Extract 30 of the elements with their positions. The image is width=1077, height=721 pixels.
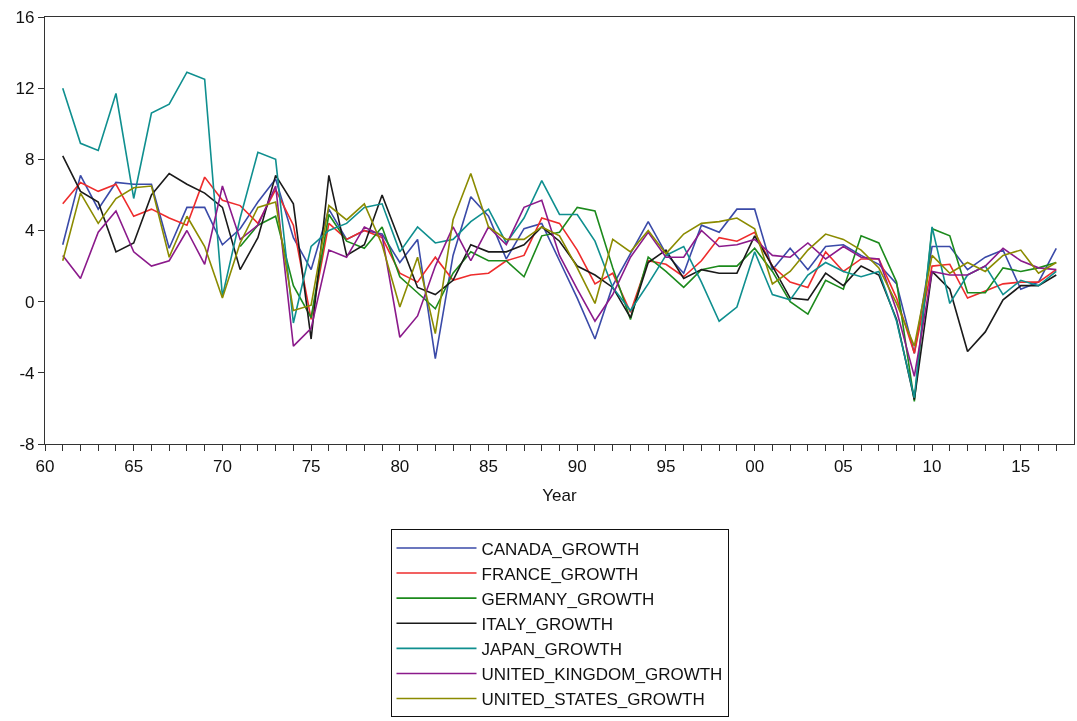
x-tick-label: 85	[479, 456, 498, 476]
y-tick-label: 4	[25, 221, 35, 241]
x-tick-label: 05	[833, 456, 853, 476]
y-tick-label: -8	[19, 434, 35, 454]
x-tick-label: 95	[656, 456, 676, 476]
x-tick-label: 65	[124, 456, 144, 476]
legend-label: UNITED_STATES_GROWTH	[481, 690, 705, 710]
legend-label: CANADA_GROWTH	[481, 539, 640, 559]
y-tick-label: 12	[15, 79, 35, 99]
y-tick-label: 8	[25, 150, 35, 170]
y-tick-label: -4	[19, 363, 35, 383]
y-tick-label: 0	[25, 292, 35, 312]
legend-label: JAPAN_GROWTH	[481, 639, 622, 659]
x-axis-title: Year	[542, 485, 578, 505]
legend-label: FRANCE_GROWTH	[481, 564, 639, 584]
x-tick-label: 60	[35, 456, 55, 476]
legend-label: UNITED_KINGDOM_GROWTH	[481, 665, 723, 685]
legend-label: ITALY_GROWTH	[481, 614, 614, 634]
legend-label: GERMANY_GROWTH	[481, 589, 655, 609]
x-tick-label: 00	[745, 456, 765, 476]
y-tick-label: 16	[15, 7, 35, 27]
x-tick-label: 70	[212, 456, 232, 476]
line-series	[61, 154, 1058, 401]
line-series	[239, 206, 1058, 403]
x-tick-label: 90	[567, 456, 587, 476]
x-tick-label: 15	[1011, 456, 1031, 476]
x-tick-label: 75	[301, 456, 321, 476]
x-tick-label: 80	[390, 456, 410, 476]
line-series	[61, 71, 1058, 399]
x-tick-label: 10	[922, 456, 942, 476]
